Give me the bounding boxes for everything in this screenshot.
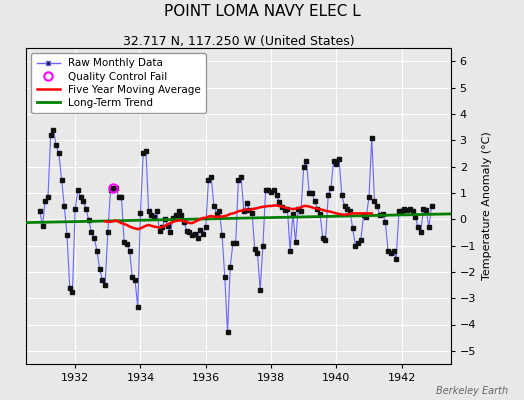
Text: POINT LOMA NAVY ELEC L: POINT LOMA NAVY ELEC L	[163, 4, 361, 19]
Y-axis label: Temperature Anomaly (°C): Temperature Anomaly (°C)	[482, 132, 492, 280]
Title: 32.717 N, 117.250 W (United States): 32.717 N, 117.250 W (United States)	[123, 35, 354, 48]
Legend: Raw Monthly Data, Quality Control Fail, Five Year Moving Average, Long-Term Tren: Raw Monthly Data, Quality Control Fail, …	[31, 53, 206, 113]
Text: Berkeley Earth: Berkeley Earth	[436, 386, 508, 396]
